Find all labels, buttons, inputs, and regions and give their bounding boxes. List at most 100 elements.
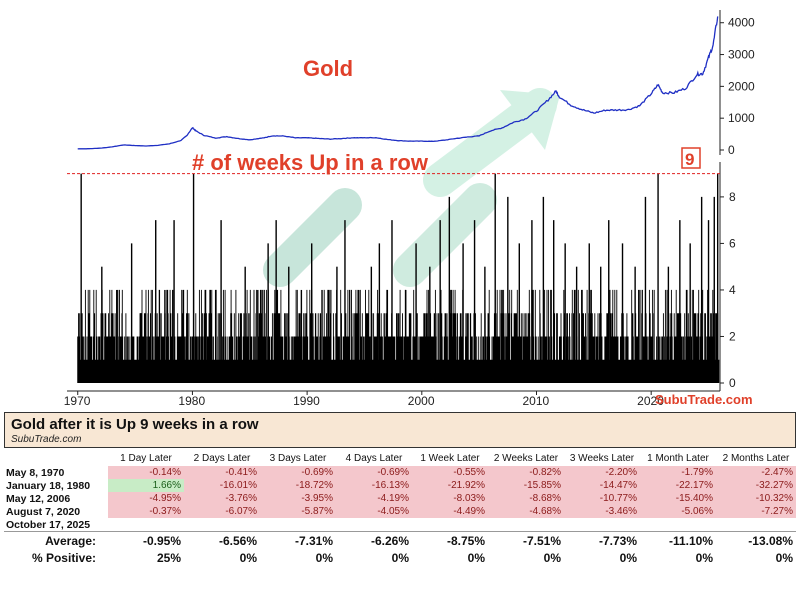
average-cell: -6.56% <box>184 531 260 549</box>
gold-price-line <box>77 16 719 150</box>
return-cell: -2.47% <box>716 466 796 479</box>
positive-label: % Positive: <box>31 550 96 565</box>
weeks-chart-title: # of weeks Up in a row <box>192 150 429 175</box>
return-cell <box>716 518 796 532</box>
positive-cell: 0% <box>695 550 713 565</box>
price-tick-label: 3000 <box>728 48 755 62</box>
return-cell <box>336 518 412 532</box>
return-cell: -16.13% <box>336 479 412 492</box>
average-cell: -6.26% <box>336 531 412 549</box>
year-tick-label: 2010 <box>522 394 549 408</box>
weeks-tick-label: 2 <box>729 329 736 343</box>
table-source: SubuTrade.com <box>11 434 82 445</box>
average-cell: -11.10% <box>640 531 716 549</box>
return-cell: -3.76% <box>184 492 260 505</box>
positive-cell: 0% <box>391 550 409 565</box>
average-row: Average: -0.95% -6.56% -7.31% -6.26% -8.75% -7… <box>4 531 796 549</box>
threshold-label: 9 <box>685 150 694 169</box>
return-cell <box>488 518 564 532</box>
return-cell <box>260 518 336 532</box>
return-cell: -0.82% <box>488 466 564 479</box>
column-header: 2 Months Later <box>722 452 790 464</box>
return-cell: -1.79% <box>640 466 716 479</box>
return-cell: -32.27% <box>716 479 796 492</box>
return-cell: -6.07% <box>184 505 260 518</box>
weeks-tick-label: 6 <box>729 236 736 250</box>
table-row: October 17, 2025 <box>4 518 796 532</box>
return-cell: -0.69% <box>260 466 336 479</box>
return-cell: -4.05% <box>336 505 412 518</box>
column-header: 4 Days Later <box>345 452 403 464</box>
return-cell: -8.68% <box>488 492 564 505</box>
return-cell: -21.92% <box>412 479 488 492</box>
return-cell: -22.17% <box>640 479 716 492</box>
weeks-up-panel: 0 2 4 6 8 1970 1980 1990 2000 2010 2020 <box>64 162 736 408</box>
return-cell: -18.72% <box>260 479 336 492</box>
year-tick-label: 2000 <box>408 394 435 408</box>
return-cell: -0.69% <box>336 466 412 479</box>
return-cell: -15.40% <box>640 492 716 505</box>
return-cell: -4.68% <box>488 505 564 518</box>
average-cell: -8.75% <box>412 531 488 549</box>
average-cell: -13.08% <box>716 531 796 549</box>
row-date: January 18, 1980 <box>6 479 91 492</box>
average-label: Average: <box>4 531 108 549</box>
column-header: 3 Days Later <box>269 452 327 464</box>
positive-cell: 0% <box>239 550 257 565</box>
positive-cell: 25% <box>156 550 181 565</box>
column-header: 1 Month Later <box>647 452 709 464</box>
row-date: August 7, 2020 <box>6 505 81 518</box>
row-date: May 12, 2006 <box>6 492 71 505</box>
return-cell: -15.85% <box>488 479 564 492</box>
return-cell: -0.41% <box>184 466 260 479</box>
average-cell: -7.31% <box>260 531 336 549</box>
table-header: Gold after it is Up 9 weeks in a row Sub… <box>4 412 796 448</box>
positive-cell: 0% <box>467 550 485 565</box>
price-chart-title: Gold <box>303 56 353 81</box>
return-cell: -5.06% <box>640 505 716 518</box>
table-row: May 12, 2006 -4.95% -3.76% -3.95% -4.19% -8.0… <box>4 492 796 505</box>
average-cell: -7.51% <box>488 531 564 549</box>
positive-cell: 0% <box>315 550 333 565</box>
threshold-label-box <box>681 147 701 169</box>
positive-cell: 0% <box>543 550 561 565</box>
gold-chart: 0 1000 2000 3000 4000 0 2 4 6 8 1970 1980 1990 2000 2… <box>64 10 755 408</box>
price-tick-label: 1000 <box>728 111 755 125</box>
table-title: Gold after it is Up 9 weeks in a row <box>11 416 259 433</box>
row-date: May 8, 1970 <box>6 466 65 479</box>
table-row: January 18, 1980 1.66% -16.01% -18.72% -16.1… <box>4 479 796 492</box>
column-header: 3 Weeks Later <box>569 452 635 464</box>
column-header: 2 Weeks Later <box>493 452 559 464</box>
return-cell: -5.87% <box>260 505 336 518</box>
price-tick-label: 4000 <box>728 16 755 30</box>
column-header: 1 Week Later <box>420 452 480 464</box>
price-tick-label: 2000 <box>728 79 755 93</box>
positive-row: % Positive: 25% 0% 0% 0% 0% 0% 0% 0% 0% <box>4 549 796 566</box>
return-cell: -2.20% <box>564 466 640 479</box>
return-cell: -0.14% <box>108 466 184 479</box>
year-tick-label: 2020 <box>637 394 664 408</box>
weeks-tick-label: 4 <box>729 283 736 297</box>
row-date: October 17, 2025 <box>6 518 91 531</box>
return-cell: -4.19% <box>336 492 412 505</box>
positive-cell: 0% <box>775 550 793 565</box>
return-cell: -10.32% <box>716 492 796 505</box>
return-cell: -8.03% <box>412 492 488 505</box>
average-cell: -7.73% <box>564 531 640 549</box>
up-arrow-decoration <box>263 88 560 287</box>
column-header: 1 Day Later <box>120 452 172 464</box>
return-cell: 1.66% <box>108 479 184 492</box>
return-cell: -10.77% <box>564 492 640 505</box>
return-cell <box>108 518 184 532</box>
return-cell: -4.95% <box>108 492 184 505</box>
return-cell: -7.27% <box>716 505 796 518</box>
weeks-tick-label: 8 <box>729 190 736 204</box>
return-cell <box>564 518 640 532</box>
return-cell: -0.55% <box>412 466 488 479</box>
table-row: August 7, 2020 -0.37% -6.07% -5.87% -4.05% -4… <box>4 505 796 518</box>
return-cell: -3.46% <box>564 505 640 518</box>
return-cell: -3.95% <box>260 492 336 505</box>
year-tick-label: 1980 <box>178 394 205 408</box>
price-tick-label: 0 <box>728 143 735 157</box>
return-cell <box>640 518 716 532</box>
